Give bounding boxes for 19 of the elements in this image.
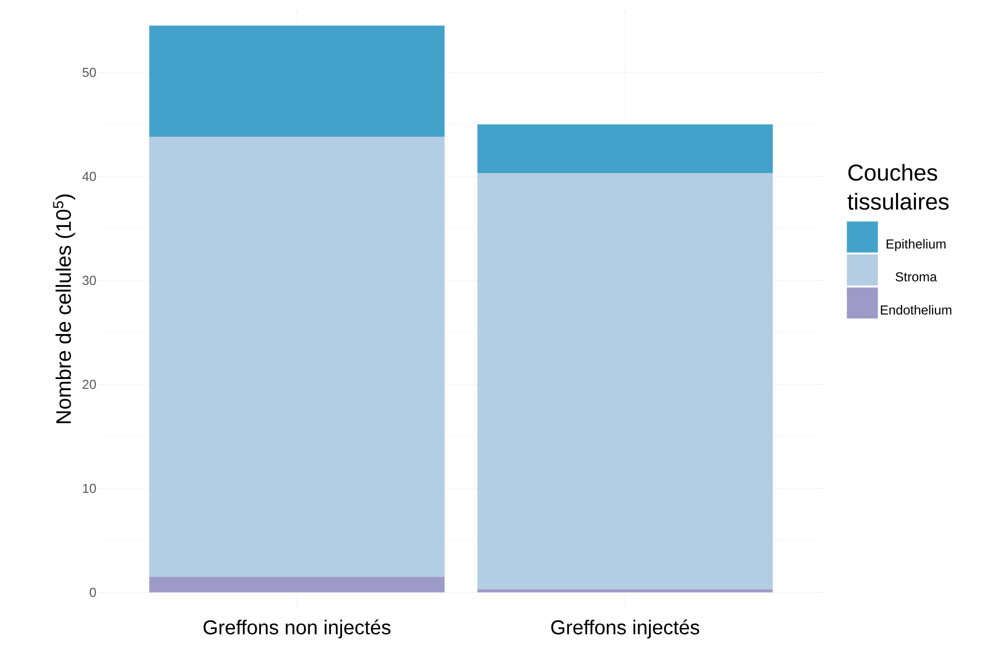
- y-axis-title: Nombre de cellules (10$^{5}$): [53, 194, 76, 424]
- legend-label: Stroma: [896, 272, 937, 282]
- bar: [477, 173, 773, 590]
- y-tick-label: 30: [82, 276, 96, 285]
- bar: [477, 589, 773, 592]
- legend-label: Endothelium: [880, 305, 952, 315]
- x-tick-label: Greffons injectés: [551, 620, 700, 638]
- bar: [477, 124, 773, 174]
- bar: [149, 136, 445, 577]
- y-tick-label: 0: [90, 588, 96, 597]
- bar: [149, 576, 445, 592]
- y-tick-label: 40: [82, 172, 96, 181]
- bar: [149, 26, 445, 137]
- legend-label: Epithelium: [886, 239, 946, 252]
- legend-title: Couches tissulaires: [848, 164, 949, 210]
- y-tick-label: 20: [82, 380, 96, 389]
- y-tick-label: 50: [82, 68, 96, 77]
- y-tick-label: 10: [82, 484, 96, 493]
- x-tick-label: Greffons non injectés: [204, 620, 390, 638]
